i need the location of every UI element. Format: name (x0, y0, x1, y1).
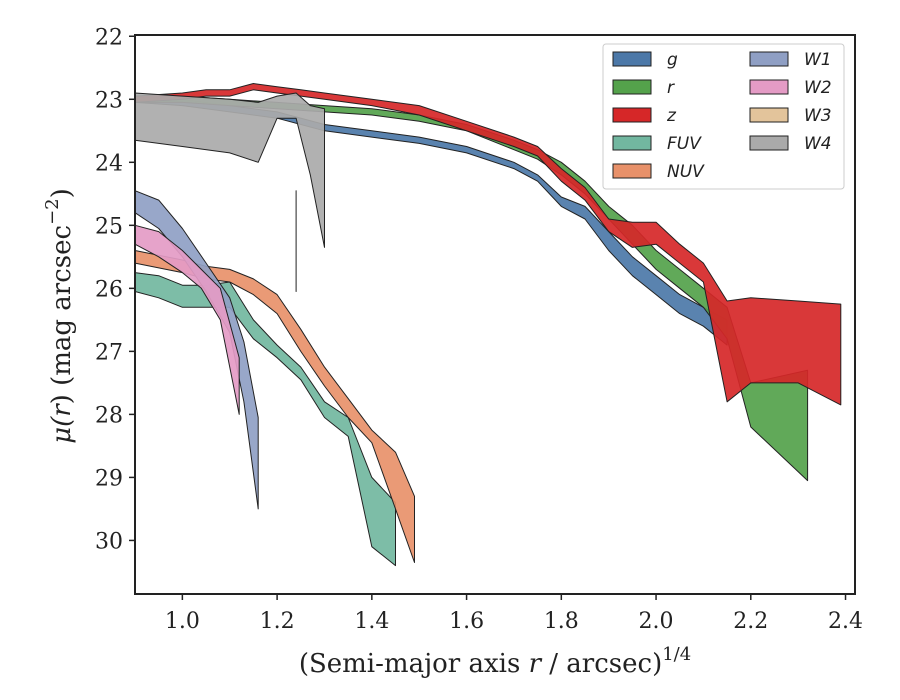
legend-swatch-r (612, 79, 652, 95)
legend-label-w3: W3 (804, 106, 832, 126)
x-axis-label: (Semi-major axis r / arcsec)1/4 (299, 644, 691, 679)
y-axis-ticks: 22 23 24 25 26 27 28 29 30 (95, 25, 135, 554)
legend-swatch-w4 (749, 135, 789, 151)
band-w4 (134, 92, 325, 248)
band-z (134, 83, 842, 406)
y-tick-label: 25 (95, 214, 123, 239)
x-tick-label: 1.6 (449, 609, 484, 634)
x-tick-label: 2.4 (828, 609, 863, 634)
legend-label-r: r (667, 78, 675, 98)
y-axis-label: μ(r) (mag arcsec−2) (42, 188, 77, 444)
legend-swatch-w1 (749, 51, 789, 67)
legend-swatch-nuv (612, 163, 652, 179)
y-tick-label: 24 (95, 151, 123, 176)
y-tick-label: 28 (95, 403, 123, 428)
legend-label-w4: W4 (804, 134, 832, 154)
legend-swatch-fuv (612, 135, 652, 151)
x-tick-label: 2.0 (639, 609, 674, 634)
x-tick-label: 1.4 (354, 609, 389, 634)
legend-label-g: g (667, 50, 678, 70)
legend-swatch-g (612, 51, 652, 67)
legend-swatch-w2 (749, 79, 789, 95)
x-axis-ticks: 1.0 1.2 1.4 1.6 1.8 2.0 2.2 2.4 (165, 594, 863, 634)
legend-label-w2: W2 (804, 78, 832, 98)
legend-swatch-z (612, 107, 652, 123)
y-tick-label: 29 (95, 466, 123, 491)
band-w2 (134, 224, 240, 415)
y-tick-label: 26 (95, 277, 123, 302)
legend-swatch-w3 (749, 107, 789, 123)
x-tick-label: 2.2 (733, 609, 768, 634)
y-tick-label: 23 (95, 88, 123, 113)
y-tick-label: 27 (95, 340, 123, 365)
plot-frame (134, 34, 856, 595)
legend: grz FUV NUV W1 W2 W3 W4 (602, 43, 845, 190)
x-tick-label: 1.8 (544, 609, 579, 634)
band-nuv (134, 250, 415, 563)
legend-label-z: z (666, 106, 677, 126)
y-tick-label: 22 (95, 25, 123, 50)
x-tick-label: 1.2 (260, 609, 295, 634)
series-bands (134, 83, 842, 567)
legend-label-fuv: FUV (667, 134, 702, 154)
x-tick-label: 1.0 (165, 609, 200, 634)
legend-label-nuv: NUV (667, 162, 705, 182)
y-tick-label: 30 (95, 529, 123, 554)
legend-label-w1: W1 (804, 50, 832, 70)
